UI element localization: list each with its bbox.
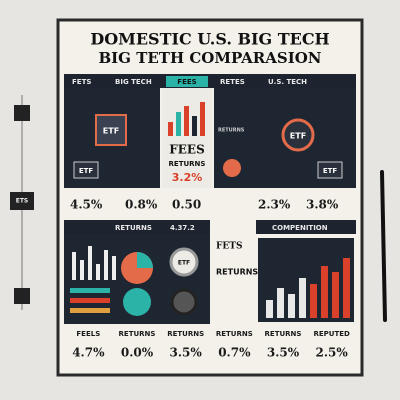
label: RETURNS (216, 268, 258, 277)
chip-label: ETF (290, 132, 306, 141)
stat: 2.3% (258, 198, 291, 212)
deco-bar (310, 284, 317, 318)
label: RETURNS (119, 330, 156, 338)
header-strip (64, 220, 210, 234)
deco-bar (80, 260, 84, 280)
deco-bar (332, 272, 339, 318)
deco-bar (277, 288, 284, 318)
side-chip (14, 105, 30, 121)
value: 3.2% (172, 171, 203, 184)
header: COMPENITION (272, 224, 328, 232)
header: RETURNS (115, 224, 152, 232)
stat: 2.5% (316, 346, 349, 360)
deco-bar (176, 112, 181, 136)
deco-bar (321, 266, 328, 318)
stat: 3.5% (170, 346, 203, 360)
deco-bar (192, 116, 197, 136)
header: RETES (220, 78, 245, 86)
header: BIG TECH (115, 78, 152, 86)
pen (380, 170, 387, 322)
header: FEES (177, 78, 196, 86)
deco-bar (184, 106, 189, 136)
label: RETURNS (216, 330, 253, 338)
chip (95, 114, 127, 146)
dial (170, 288, 198, 316)
gauge-label: ETF (178, 260, 190, 267)
deco-bar (72, 252, 76, 280)
chip-label: ETF (103, 127, 119, 136)
stat: 0.0% (121, 346, 154, 360)
header: FETS (72, 78, 91, 86)
deco-bar (266, 300, 273, 318)
stat: 3.8% (306, 198, 339, 212)
gauge (169, 247, 199, 277)
deco-bar (88, 246, 92, 280)
deco-bar (112, 256, 116, 280)
deco-bar (168, 122, 173, 136)
label: RETURNS (265, 330, 302, 338)
pie-slice (137, 252, 153, 268)
side-chip (14, 288, 30, 304)
stat: 0.50 (172, 198, 201, 212)
deco-bar (104, 250, 108, 280)
deco-bar (288, 294, 295, 318)
stat: 0.7% (218, 346, 251, 360)
stat: 0.8% (125, 198, 158, 212)
stat: 4.5% (70, 198, 103, 212)
chip-circle (281, 118, 315, 152)
title: DOMESTIC U.S. BIG TECH (90, 30, 329, 49)
deco-bar (96, 264, 100, 280)
fees-tag (166, 76, 208, 87)
deco-bar (70, 298, 110, 303)
label: FEELS (76, 330, 100, 338)
deco-bar (299, 278, 306, 318)
header: 4.37.2 (170, 224, 195, 232)
header-strip (64, 74, 356, 88)
tag-box (73, 161, 99, 179)
deco-bar (70, 288, 110, 293)
stat: 3.5% (267, 346, 300, 360)
deco-bar (200, 102, 205, 136)
tag-label: ETF (79, 167, 94, 175)
stat: 4.7% (72, 346, 105, 360)
deco-bar (70, 308, 110, 313)
header: U.S. TECH (268, 78, 307, 86)
side-label: ETS (16, 198, 29, 205)
tag-box (317, 161, 343, 179)
fees-title: FEES (169, 143, 204, 157)
pie-icon (223, 159, 241, 177)
label: RETURNS (169, 160, 206, 168)
pie-icon (123, 288, 151, 316)
tag-label: ETF (323, 167, 338, 175)
label: REPUTED (313, 330, 350, 338)
label: RETURNS (167, 330, 204, 338)
deco-bar (343, 258, 350, 318)
panel-title: FETS (216, 242, 242, 252)
subtitle: BIG TETH COMPARASION (98, 49, 321, 67)
header-strip (256, 220, 356, 234)
side-chip (10, 192, 34, 210)
label: RETURNS (218, 128, 245, 134)
